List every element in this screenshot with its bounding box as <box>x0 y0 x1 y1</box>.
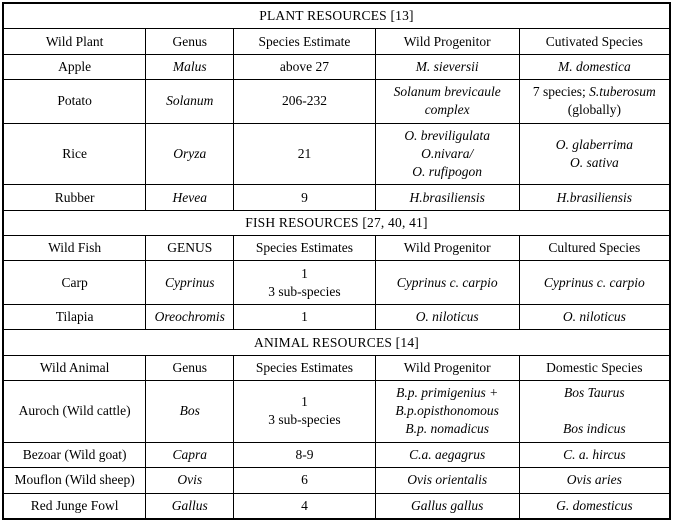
table-cell: Ovis aries <box>518 467 671 494</box>
table-cell: C. a. hircus <box>518 441 671 469</box>
table-cell: Tilapia <box>2 304 147 331</box>
table-row: Mouflon (Wild sheep) Ovis 6 Ovis orienta… <box>2 467 671 494</box>
table-cell: M. domestica <box>518 53 671 81</box>
cell-text: (globally) <box>567 102 621 118</box>
table-cell: Red Junge Fowl <box>2 492 147 520</box>
column-header: Domestic Species <box>518 354 671 382</box>
table-cell: H.brasiliensis <box>518 184 671 211</box>
section-title-row: FISH RESOURCES [27, 40, 41] <box>2 209 671 237</box>
table-cell: H.brasiliensis <box>374 184 520 211</box>
column-header: Species Estimates <box>233 354 376 382</box>
table-cell: Bos Taurus Bos indicus <box>518 380 671 443</box>
column-header: Wild Animal <box>2 354 147 382</box>
column-header: Genus <box>145 28 235 55</box>
column-header: Wild Fish <box>2 235 147 262</box>
table-cell: B.p. primigenius + B.p.opisthonomous B.p… <box>374 380 520 443</box>
column-header: Wild Progenitor <box>374 354 520 382</box>
table-cell: Capra <box>145 441 235 469</box>
section-title-plant: PLANT RESOURCES [13] <box>2 2 671 30</box>
table-cell: Cyprinus c. carpio <box>374 260 520 306</box>
table-cell: 9 <box>233 184 376 211</box>
table-cell: 1 3 sub-species <box>233 260 376 306</box>
table-cell: Cyprinus c. carpio <box>518 260 671 306</box>
section-title-fish: FISH RESOURCES [27, 40, 41] <box>2 209 671 237</box>
table-cell: G. domesticus <box>518 492 671 520</box>
table-cell: 4 <box>233 492 376 520</box>
column-header: GENUS <box>145 235 235 262</box>
table-row: Auroch (Wild cattle) Bos 1 3 sub-species… <box>2 380 671 443</box>
table-cell: Hevea <box>145 184 235 211</box>
table-cell: Solanum brevicaule complex <box>374 79 520 124</box>
table-row: Apple Malus above 27 M. sieversii M. dom… <box>2 53 671 81</box>
table-cell: Bos <box>145 380 235 443</box>
table-row: Carp Cyprinus 1 3 sub-species Cyprinus c… <box>2 260 671 306</box>
section-title-row: PLANT RESOURCES [13] <box>2 2 671 30</box>
header-row: Wild Fish GENUS Species Estimates Wild P… <box>2 235 671 262</box>
column-header: Cultured Species <box>518 235 671 262</box>
table-row: Bezoar (Wild goat) Capra 8-9 C.a. aegagr… <box>2 441 671 469</box>
table-cell: O. breviligulata O.nivara/ O. rufipogon <box>374 122 520 186</box>
section-title-animal: ANIMAL RESOURCES [14] <box>2 329 671 356</box>
table-row: Rice Oryza 21 O. breviligulata O.nivara/… <box>2 122 671 186</box>
table-cell: 21 <box>233 122 376 186</box>
table-cell: C.a. aegagrus <box>374 441 520 469</box>
table-row: Rubber Hevea 9 H.brasiliensis H.brasilie… <box>2 184 671 211</box>
table-cell: Bezoar (Wild goat) <box>2 441 147 469</box>
table-cell: Auroch (Wild cattle) <box>2 380 147 443</box>
table-cell: Rice <box>2 122 147 186</box>
section-title-row: ANIMAL RESOURCES [14] <box>2 329 671 356</box>
species-name: S.tuberosum <box>589 84 656 100</box>
table-cell: M. sieversii <box>374 53 520 81</box>
table-cell: 7 species; S.tuberosum (globally) <box>518 79 671 124</box>
table-row: Potato Solanum 206-232 Solanum brevicaul… <box>2 79 671 124</box>
table-cell: Rubber <box>2 184 147 211</box>
column-header: Cutivated Species <box>518 28 671 55</box>
table-cell: Ovis <box>145 467 235 494</box>
table-cell: Mouflon (Wild sheep) <box>2 467 147 494</box>
table-cell: above 27 <box>233 53 376 81</box>
table-cell: Solanum <box>145 79 235 124</box>
table-cell: Apple <box>2 53 147 81</box>
table-cell: Oryza <box>145 122 235 186</box>
cell-text: 7 species; <box>532 84 590 100</box>
table-cell: Gallus gallus <box>374 492 520 520</box>
table-cell: Carp <box>2 260 147 306</box>
table-cell: Cyprinus <box>145 260 235 306</box>
table-cell: Gallus <box>145 492 235 520</box>
column-header: Wild Progenitor <box>374 28 520 55</box>
column-header: Wild Progenitor <box>374 235 520 262</box>
table-cell: 8-9 <box>233 441 376 469</box>
table-cell: Potato <box>2 79 147 124</box>
table-cell: Malus <box>145 53 235 81</box>
table-row: Tilapia Oreochromis 1 O. niloticus O. ni… <box>2 304 671 331</box>
column-header: Species Estimates <box>233 235 376 262</box>
table-cell: 206-232 <box>233 79 376 124</box>
table-cell: 1 <box>233 304 376 331</box>
table-cell: Oreochromis <box>145 304 235 331</box>
column-header: Wild Plant <box>2 28 147 55</box>
table-cell: O. niloticus <box>374 304 520 331</box>
column-header: Genus <box>145 354 235 382</box>
table-cell: 6 <box>233 467 376 494</box>
header-row: Wild Plant Genus Species Estimate Wild P… <box>2 28 671 55</box>
table-cell: O. glaberrima O. sativa <box>518 122 671 186</box>
table-cell: 1 3 sub-species <box>233 380 376 443</box>
table-row: Red Junge Fowl Gallus 4 Gallus gallus G.… <box>2 492 671 520</box>
header-row: Wild Animal Genus Species Estimates Wild… <box>2 354 671 382</box>
column-header: Species Estimate <box>233 28 376 55</box>
table-cell: O. niloticus <box>518 304 671 331</box>
table-cell: Ovis orientalis <box>374 467 520 494</box>
